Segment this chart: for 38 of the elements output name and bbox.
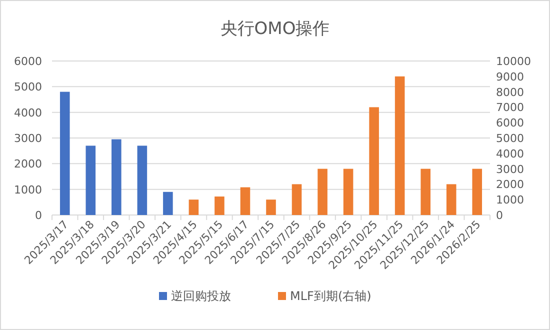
y2-tick-label: 2000 xyxy=(496,178,524,192)
y2-tick-label: 8000 xyxy=(496,86,524,99)
bar xyxy=(188,200,199,215)
y-tick-label: 2000 xyxy=(14,158,42,171)
y2-tick-label: 6000 xyxy=(496,116,524,130)
y-tick-label: 4000 xyxy=(14,106,42,120)
y2-tick-label: 9000 xyxy=(496,70,524,84)
y-tick-label: 0 xyxy=(35,209,42,222)
legend-label: MLF到期(右轴) xyxy=(290,289,372,303)
bar xyxy=(394,76,405,215)
bar xyxy=(86,146,96,215)
bar xyxy=(240,187,250,215)
bar xyxy=(137,146,148,215)
y2-tick-label: 0 xyxy=(496,209,503,222)
bar xyxy=(420,168,430,215)
bar xyxy=(266,200,276,215)
bar xyxy=(214,196,224,215)
y2-tick-label: 1000 xyxy=(496,194,524,207)
y-tick-label: 5000 xyxy=(14,80,42,94)
y-tick-label: 1000 xyxy=(14,183,42,196)
bar xyxy=(369,107,379,215)
bar xyxy=(163,192,173,215)
y-tick-label: 3000 xyxy=(14,132,42,145)
bar xyxy=(60,92,70,215)
y2-tick-label: 7000 xyxy=(496,101,524,114)
y2-tick-label: 5000 xyxy=(496,132,524,145)
bar xyxy=(112,139,122,215)
y-tick-label: 6000 xyxy=(14,55,42,68)
bar xyxy=(318,168,328,215)
bar xyxy=(343,168,354,215)
bar xyxy=(292,184,302,215)
y2-tick-label: 3000 xyxy=(496,162,524,176)
y2-tick-label: 10000 xyxy=(496,55,531,68)
chart-title: 央行OMO操作 xyxy=(220,19,330,39)
legend-label: 逆回购投放 xyxy=(171,289,231,303)
bar xyxy=(446,184,456,215)
y2-tick-label: 4000 xyxy=(496,147,524,160)
bar xyxy=(472,168,482,215)
